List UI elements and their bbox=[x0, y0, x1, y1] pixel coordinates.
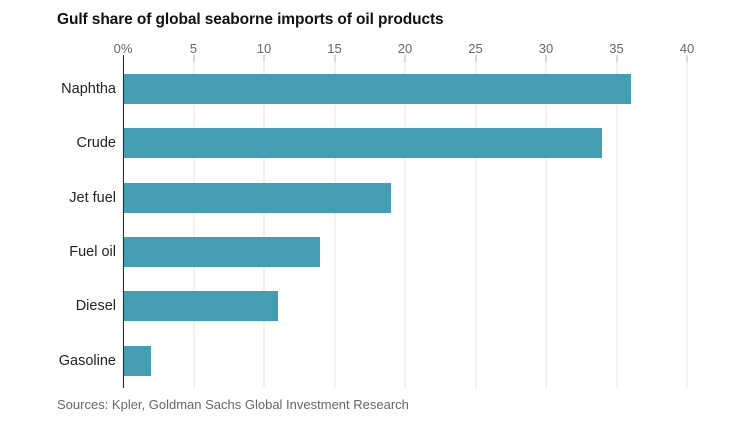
chart-title: Gulf share of global seaborne imports of… bbox=[57, 11, 444, 28]
bar bbox=[123, 237, 321, 268]
tick-mark bbox=[545, 55, 547, 62]
bar-track bbox=[123, 279, 687, 333]
gridline bbox=[334, 62, 335, 388]
tick-mark bbox=[404, 55, 406, 62]
tick-mark bbox=[616, 55, 617, 62]
tick-mark bbox=[475, 55, 476, 62]
bar-row: Jet fuel bbox=[0, 171, 687, 225]
bar-track bbox=[123, 334, 687, 388]
bar-row: Fuel oil bbox=[0, 225, 687, 279]
category-label: Crude bbox=[76, 135, 117, 152]
y-axis-line bbox=[123, 55, 124, 388]
source-note: Sources: Kpler, Goldman Sachs Global Inv… bbox=[57, 397, 409, 412]
gridline bbox=[263, 62, 265, 388]
category-label: Diesel bbox=[75, 298, 116, 315]
tick-mark bbox=[334, 55, 335, 62]
bar bbox=[123, 128, 603, 159]
x-axis-tick-label: 30 bbox=[538, 41, 554, 56]
x-axis-tick-label: 35 bbox=[609, 41, 624, 56]
bar bbox=[123, 345, 152, 376]
gridline bbox=[193, 62, 194, 388]
bar bbox=[123, 182, 391, 213]
gridline bbox=[475, 62, 476, 388]
bar-row: Naphtha bbox=[0, 62, 687, 116]
category-label: Gasoline bbox=[58, 352, 116, 369]
bar-track bbox=[123, 62, 687, 116]
gridline bbox=[545, 62, 547, 388]
tick-mark bbox=[686, 55, 688, 62]
x-axis-tick-label: 5 bbox=[189, 41, 198, 56]
x-axis-tick-label: 40 bbox=[679, 41, 695, 56]
category-label: Fuel oil bbox=[69, 244, 116, 261]
bar-track bbox=[123, 116, 687, 170]
category-label: Jet fuel bbox=[69, 189, 116, 206]
bar-rows: Naphtha Crude Jet fuel Fuel oil Diesel Gasoli… bbox=[0, 62, 687, 388]
gridline bbox=[686, 62, 688, 388]
tick-mark bbox=[263, 55, 265, 62]
bar bbox=[123, 291, 279, 322]
gridline bbox=[404, 62, 406, 388]
x-axis-tick-label: 10 bbox=[256, 41, 272, 56]
bar-row: Diesel bbox=[0, 279, 687, 333]
gridline bbox=[616, 62, 617, 388]
x-axis-tick-label: 15 bbox=[327, 41, 342, 56]
bar bbox=[123, 74, 631, 105]
bar-row: Gasoline bbox=[0, 334, 687, 388]
x-axis-tick-label: 20 bbox=[397, 41, 413, 56]
bar-track bbox=[123, 225, 687, 279]
x-axis-tick-label: 0% bbox=[113, 41, 133, 56]
tick-mark bbox=[193, 55, 194, 62]
category-label: Naphtha bbox=[61, 81, 116, 98]
x-axis-tick-label: 25 bbox=[468, 41, 483, 56]
bar-track bbox=[123, 171, 687, 225]
bar-row: Crude bbox=[0, 116, 687, 170]
plot-area: 0% 5 10 15 20 25 30 35 40 bbox=[114, 41, 694, 388]
